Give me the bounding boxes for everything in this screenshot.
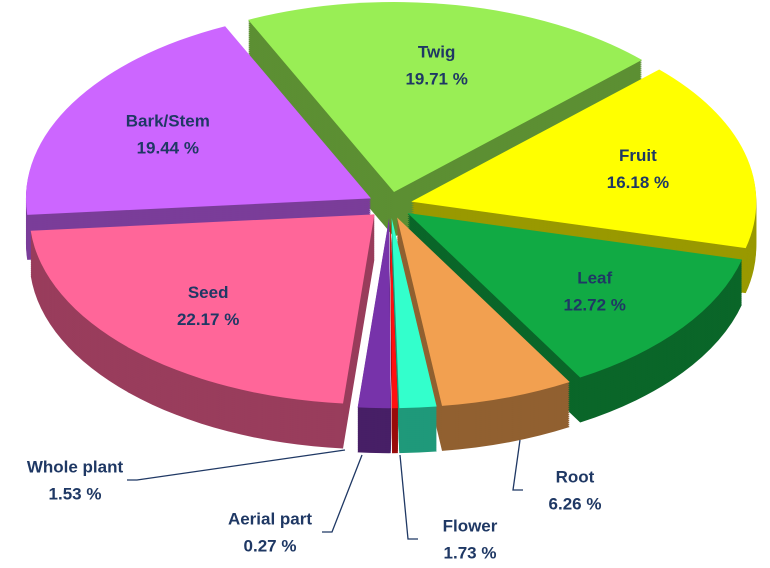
slice-top (407, 212, 743, 378)
slice-top (397, 217, 570, 406)
leader-line (127, 449, 346, 481)
slice-label: Seed (188, 283, 229, 302)
slice-top (390, 218, 398, 409)
slice (391, 218, 437, 454)
slice-top (391, 218, 437, 409)
slice-label: Root (556, 467, 595, 486)
slice-label: Whole plant (27, 457, 124, 476)
slice (30, 214, 375, 449)
leader-line (322, 454, 363, 533)
slice (390, 218, 398, 454)
slice-top (357, 218, 391, 409)
leader-line (399, 454, 418, 540)
slice-label: Leaf (577, 268, 612, 287)
value-label: 1.73 % (444, 543, 497, 562)
value-label: 1.53 % (49, 484, 102, 503)
value-label: 19.44 % (137, 138, 199, 157)
slice (397, 217, 570, 451)
slice-label: Fruit (619, 146, 657, 165)
slice-top (25, 26, 371, 215)
slice-label: Flower (443, 516, 498, 535)
slice-label: Aerial part (228, 509, 312, 528)
slice-top (30, 214, 375, 404)
slice-label: Bark/Stem (126, 111, 210, 130)
slice (248, 2, 642, 238)
value-label: 19.71 % (405, 69, 467, 88)
leader-line (512, 439, 523, 491)
value-label: 16.18 % (607, 173, 669, 192)
value-label: 12.72 % (564, 295, 626, 314)
value-label: 22.17 % (177, 310, 239, 329)
slice (357, 218, 391, 454)
slice (25, 26, 371, 260)
slice-top (411, 69, 757, 249)
value-label: 6.26 % (549, 494, 602, 513)
slice-top (248, 2, 642, 193)
value-label: 0.27 % (244, 536, 297, 555)
slice (407, 212, 743, 423)
slice-label: Twig (418, 42, 455, 61)
